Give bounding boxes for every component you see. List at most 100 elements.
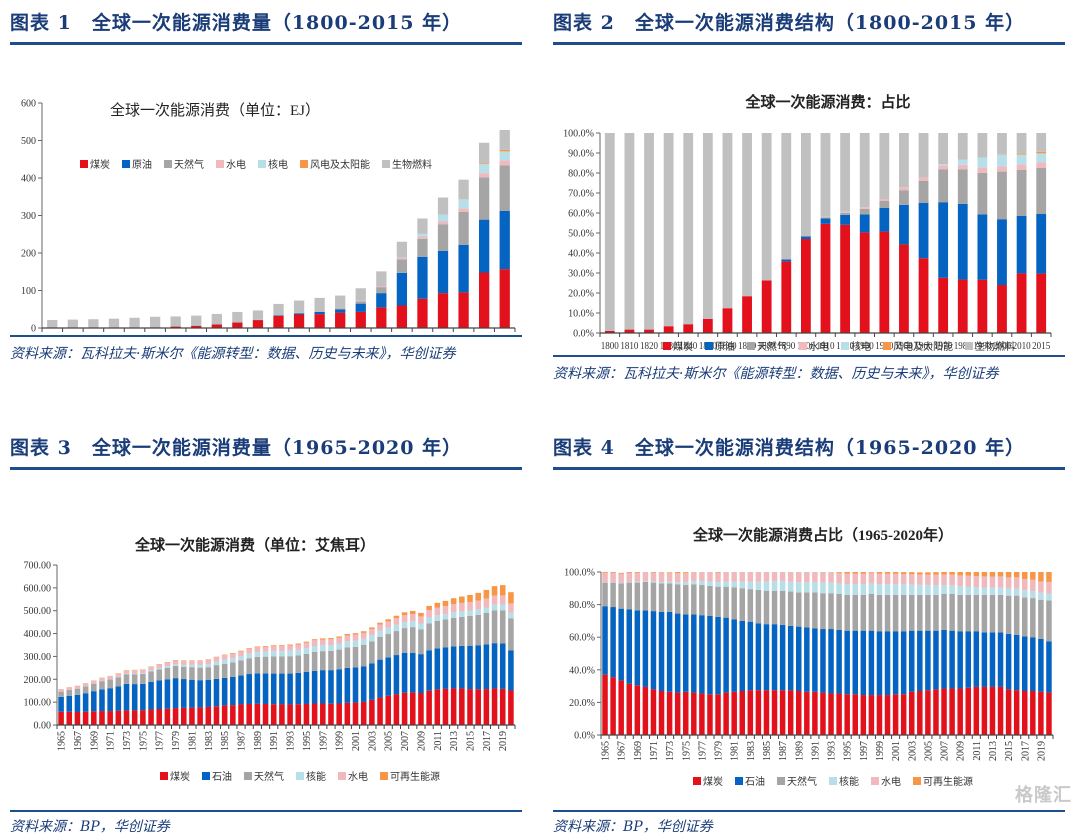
x-tick-label: 1820 [640,341,658,352]
bar-segment-coal-2002 [901,694,906,735]
bar-segment-oil-1991 [812,628,817,692]
bar-segment-nuclear-2013 [990,588,995,595]
x-tick-label: 2003 [907,741,918,761]
bar-segment-nuclear-1989 [796,582,801,592]
bar-segment-coal-2018 [1030,691,1035,735]
bar-segment-gas-1997 [320,651,326,670]
x-tick-label: 1973 [665,741,676,761]
bar-segment-oil-1920 [840,215,850,225]
bar-segment-oil-1987 [238,675,244,704]
bar-segment-hydro-1992 [820,572,825,582]
bar-segment-gas-1966 [66,690,72,696]
bar-segment-coal-1970 [397,306,407,329]
bar-segment-hydro-1983 [748,572,753,582]
bar-segment-renew-1999 [336,636,342,637]
bar-segment-coal-1988 [788,690,793,735]
chart-title: 全球一次能源消费（单位：EJ） [110,101,320,119]
x-tick-label: 2019 [1036,741,1047,761]
bar-segment-bio-1980 [958,133,968,160]
bar-segment-nuclear-2007 [402,622,408,628]
bar-segment-renew-1966 [610,572,615,573]
bar-segment-coal-1910 [821,224,831,333]
bar-segment-coal-2014 [998,687,1003,735]
bar-segment-oil-1979 [173,678,179,708]
bar-segment-hydro-1965 [602,573,607,582]
bar-segment-nuclear-1969 [635,582,640,583]
bar-segment-gas-1950 [899,190,909,205]
bar-segment-bio-1840 [683,133,693,324]
y-tick-label: 30.0% [568,269,594,280]
bar-segment-gas-1970 [643,582,648,611]
bar-segment-nuclear-1991 [271,651,277,656]
bar-segment-hydro-1967 [75,686,81,689]
bar-segment-renew-1996 [312,639,318,640]
y-tick-label: 90.0% [568,149,594,160]
bar-segment-gas-1998 [869,594,874,631]
bar-segment-bio-1830 [664,133,674,326]
bar-segment-oil-1940 [335,309,345,312]
legend-swatch-gas [777,777,785,785]
bar-segment-nuclear-1970 [938,164,948,165]
bar-segment-coal-1966 [610,677,615,735]
x-tick-label: 1810 [620,341,638,352]
bar-segment-nuclear-1994 [836,583,841,594]
x-tick-label: 2001 [351,731,362,751]
figure-3-source: 资料来源：BP，华创证券 [10,814,522,840]
y-tick-label: 700.00 [24,561,52,572]
bar-segment-gas-1987 [780,591,785,625]
bar-segment-nuclear-2011 [435,615,441,621]
bar-segment-oil-1990 [977,214,987,279]
bar-segment-renew-2007 [941,572,946,574]
figure-2-source: 资料来源：瓦科拉夫·斯米尔《能源转型：数据、历史与未来》，华创证券 [553,361,1065,387]
legend-label-gas: 天然气 [174,158,204,171]
bar-segment-coal-2012 [443,689,449,725]
bar-segment-coal-2001 [893,694,898,735]
bar-segment-nuclear-1980 [417,234,427,237]
bar-segment-oil-1979 [715,617,720,694]
bar-segment-coal-1850 [703,319,713,333]
legend-label-coal: 煤炭 [170,770,190,783]
bar-segment-oil-1950 [899,205,909,245]
x-tick-label: 1997 [318,731,329,751]
bar-segment-gas-1988 [788,592,793,626]
figure-4: 图表 4 全球一次能源消费结构（1965-2020 年） 全球一次能源消费占比（… [553,433,1065,840]
bar-segment-hydro-2009 [418,616,424,623]
x-tick-label: 1967 [73,731,84,751]
bar-segment-renew-2005 [925,572,930,574]
bar-segment-coal-2020 [508,690,514,725]
bar-segment-gas-2000 [997,172,1007,220]
y-tick-label: 60.0% [569,633,595,644]
bar-segment-coal-2007 [402,693,408,725]
bar-segment-renew-1985 [222,655,228,656]
bar-segment-renew-2010 [966,572,971,576]
bar-segment-hydro-2002 [361,633,367,639]
bar-segment-gas-1993 [828,593,833,629]
bar-segment-gas-1972 [116,677,122,686]
bar-segment-nuclear-1990 [977,158,987,168]
bar-segment-renew-1994 [295,644,301,645]
legend-label-bio: 生物燃料 [975,340,1015,353]
bar-segment-nuclear-1975 [140,673,146,674]
bar-segment-bio-1880 [212,314,222,325]
bar-segment-gas-1993 [287,656,293,673]
bar-segment-gas-2007 [402,628,408,653]
bar-segment-coal-1980 [417,299,427,328]
bar-segment-oil-2016 [1014,635,1019,690]
bar-segment-gas-1973 [667,583,672,612]
bar-segment-nuclear-1998 [328,645,334,651]
bar-segment-oil-1976 [691,614,696,692]
bar-segment-coal-1990 [263,704,269,725]
bar-segment-oil-1981 [731,619,736,692]
bar-segment-nuclear-2002 [901,584,906,594]
bar-segment-coal-1986 [230,705,236,725]
bar-segment-oil-1960 [376,293,386,307]
x-tick-label: 1991 [810,741,821,761]
bar-segment-renew-2012 [443,601,449,606]
bar-segment-coal-2019 [500,689,506,725]
bar-segment-coal-1987 [780,690,785,735]
bar-segment-nuclear-1991 [812,582,817,592]
bar-segment-hydro-1984 [756,572,761,582]
bar-segment-renew-2003 [909,572,914,574]
bar-segment-oil-1974 [132,684,138,710]
bar-segment-oil-1987 [780,625,785,690]
